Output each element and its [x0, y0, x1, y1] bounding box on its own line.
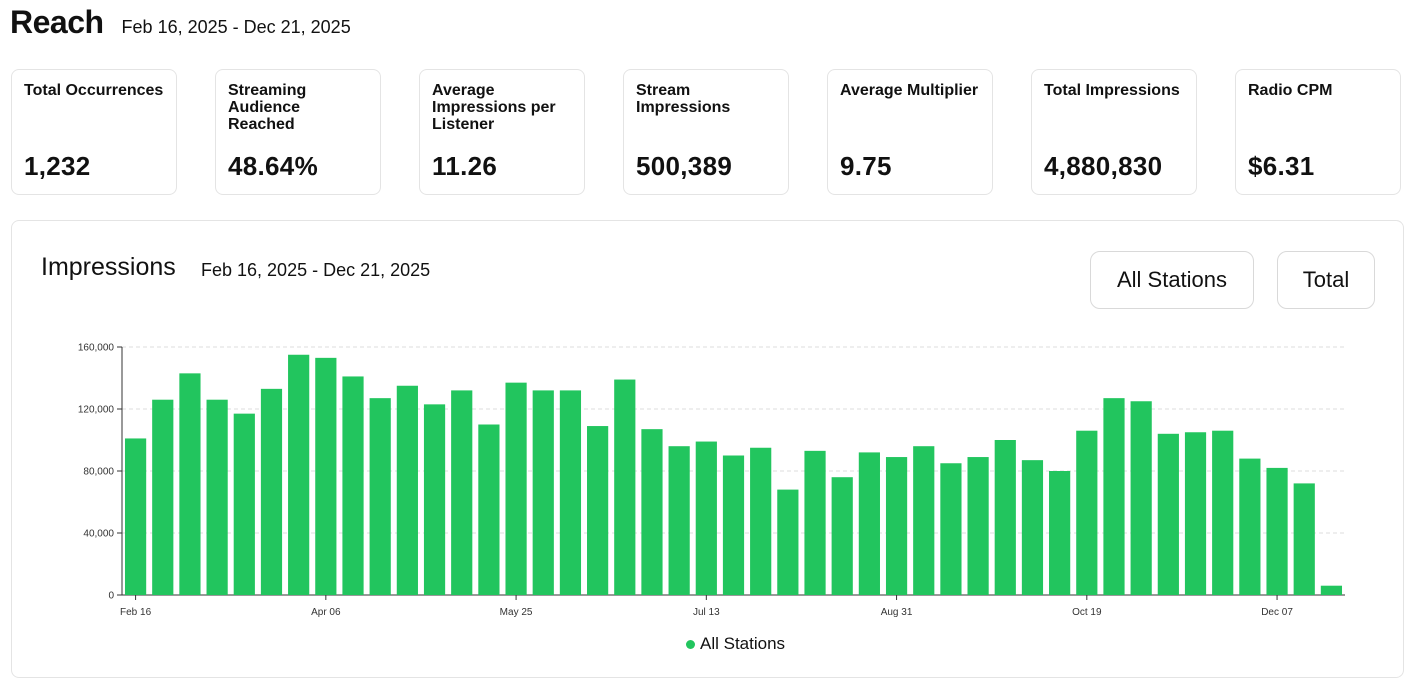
bar	[1103, 398, 1125, 595]
chart-legend[interactable]: All Stations	[686, 634, 785, 654]
kpi-card-average-impressions: Average Impressions per Listener 11.26	[419, 69, 585, 195]
bar	[396, 385, 418, 595]
kpi-label: Total Occurrences	[24, 82, 164, 99]
bar	[342, 376, 364, 595]
bar	[124, 438, 147, 595]
bar	[1049, 471, 1071, 595]
kpi-card-radio-cpm: Radio CPM $6.31	[1235, 69, 1401, 195]
bar	[940, 463, 962, 595]
kpi-card-total-impressions: Total Impressions 4,880,830	[1031, 69, 1197, 195]
bar	[1266, 467, 1288, 595]
panel-title: Impressions	[41, 253, 176, 281]
bar	[641, 429, 663, 595]
bar	[1212, 430, 1234, 595]
bar	[831, 477, 853, 595]
bar	[315, 357, 337, 595]
total-button[interactable]: Total	[1277, 251, 1375, 309]
kpi-label: Radio CPM	[1248, 82, 1333, 99]
panel-date-range: Feb 16, 2025 - Dec 21, 2025	[201, 260, 431, 280]
x-tick-label: Aug 31	[881, 607, 913, 618]
y-tick-label: 120,000	[78, 405, 115, 416]
kpi-label: Streaming Audience Reached	[228, 82, 307, 133]
legend-label: All Stations	[700, 634, 786, 653]
kpi-label: Stream Impressions	[636, 82, 731, 116]
bar	[913, 446, 935, 595]
kpi-card-total-occurrences: Total Occurrences 1,232	[11, 69, 177, 195]
x-tick-label: Apr 06	[311, 607, 341, 618]
bar	[885, 457, 908, 595]
all-stations-button[interactable]: All Stations	[1090, 251, 1254, 309]
bar	[260, 388, 283, 595]
x-tick-label: Jul 13	[693, 607, 720, 618]
kpi-value: 1,232	[24, 151, 91, 181]
x-tick-label: Oct 19	[1072, 607, 1102, 618]
page-header: Reach Feb 16, 2025 - Dec 21, 2025	[10, 4, 351, 41]
bar	[722, 455, 745, 595]
bar	[152, 399, 174, 595]
bar	[1293, 483, 1315, 595]
bar	[559, 390, 582, 595]
bar	[804, 450, 826, 595]
bar	[532, 390, 554, 595]
bar	[206, 399, 228, 595]
bar	[967, 457, 989, 595]
bar	[1157, 433, 1179, 595]
bar	[179, 373, 201, 595]
x-tick-label: May 25	[500, 607, 533, 618]
kpi-label: Average Impressions per Listener	[432, 82, 556, 133]
bar	[369, 398, 391, 595]
kpi-label: Total Impressions	[1044, 82, 1180, 99]
x-tick-label: Feb 16	[120, 607, 152, 618]
bar	[478, 424, 500, 595]
bar	[614, 379, 636, 595]
x-tick-label: Dec 07	[1261, 607, 1293, 618]
y-tick-label: 0	[108, 591, 114, 602]
bar	[994, 440, 1016, 595]
y-tick-label: 80,000	[83, 467, 114, 478]
kpi-value: 500,389	[636, 151, 733, 181]
kpi-value: 9.75	[840, 151, 892, 181]
bar	[288, 354, 310, 595]
kpi-card-average-multiplier: Average Multiplier 9.75	[827, 69, 993, 195]
page-title: Reach	[10, 4, 104, 40]
bar	[1184, 432, 1207, 595]
kpi-value: 4,880,830	[1044, 151, 1163, 181]
y-tick-label: 160,000	[78, 343, 115, 354]
kpi-value: $6.31	[1248, 151, 1315, 181]
bar	[423, 404, 446, 595]
bar	[750, 447, 772, 595]
bar	[1320, 585, 1343, 595]
bar	[1130, 401, 1152, 595]
bar	[668, 446, 690, 595]
kpi-label: Average Multiplier	[840, 82, 979, 99]
kpi-value: 48.64%	[228, 151, 318, 181]
bar	[451, 390, 473, 595]
bar	[1239, 458, 1261, 595]
bar	[777, 489, 799, 595]
date-range: Feb 16, 2025 - Dec 21, 2025	[121, 17, 351, 37]
bar	[505, 382, 527, 595]
bar	[1021, 460, 1044, 595]
bar	[858, 452, 880, 595]
bar	[233, 413, 255, 595]
bar	[587, 426, 609, 595]
kpi-value: 11.26	[432, 151, 498, 181]
bar	[1076, 430, 1098, 595]
kpi-card-streaming-audience: Streaming Audience Reached 48.64%	[215, 69, 381, 195]
bar	[695, 441, 717, 595]
legend-dot-icon	[686, 639, 695, 649]
kpi-card-stream-impressions: Stream Impressions 500,389	[623, 69, 789, 195]
y-tick-label: 40,000	[83, 529, 114, 540]
